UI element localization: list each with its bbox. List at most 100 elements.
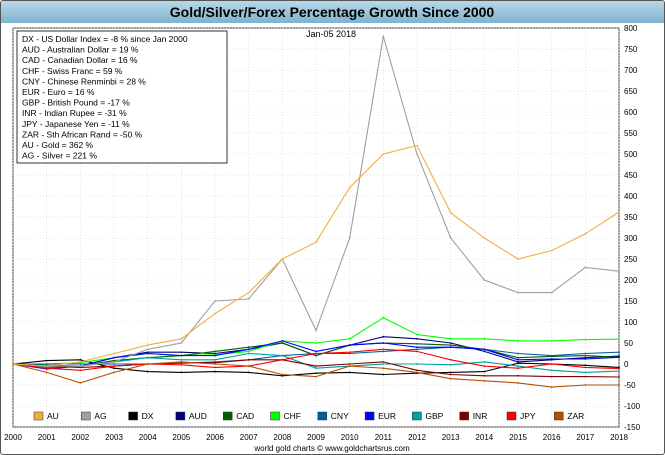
y-tick-label-12: 450 [624, 171, 638, 180]
point-gbp-2007 [247, 352, 250, 355]
point-cny-2002 [79, 363, 82, 365]
point-zar-2014 [483, 379, 486, 382]
point-chf-2007 [247, 350, 250, 353]
point-au-2005 [180, 337, 183, 340]
point-jpy-2017 [584, 366, 587, 369]
point-au-2006 [214, 312, 216, 315]
y-tick-label-1: -100 [624, 402, 641, 411]
legend-label-aud: AUD [189, 411, 207, 421]
point-cad-2007 [247, 346, 250, 349]
point-au-2013 [449, 211, 452, 214]
point-zar-2015 [517, 382, 519, 384]
point-gbp-2015 [517, 365, 519, 367]
info-box-frame [16, 30, 228, 164]
legend-swatch-aud [175, 411, 186, 421]
point-cny-2015 [517, 352, 519, 355]
point-aud-2011 [382, 335, 385, 338]
point-jpy-2015 [517, 367, 519, 370]
y-tick-label-11: 400 [624, 192, 638, 201]
info-line-1: AUD - Australian Dollar = 19 % [22, 45, 139, 55]
point-aud-2014 [483, 350, 486, 353]
point-jpy-2010 [348, 351, 351, 354]
point-cad-2009 [315, 354, 317, 357]
point-inr-2007 [247, 358, 250, 361]
x-tick-label-11: 2011 [375, 433, 393, 442]
info-box: DX - US Dollar Index = -8 % since Jan 20… [16, 30, 228, 164]
point-au-2002 [79, 361, 82, 363]
point-inr-2010 [348, 363, 351, 365]
footer-credit: world gold charts © www.goldchartsrus.co… [253, 444, 410, 453]
info-line-8: JPY - Japanese Yen = -11 % [22, 119, 130, 129]
point-ag-2010 [348, 237, 351, 239]
point-eur-2008 [281, 340, 284, 342]
legend-swatch-cny [317, 411, 328, 421]
legend-swatch-ag [81, 411, 91, 421]
point-chf-2010 [348, 337, 351, 340]
point-au-2001 [45, 365, 48, 367]
point-au-2018 [618, 211, 620, 213]
point-zar-2004 [146, 363, 149, 365]
legend-label-chf: CHF [284, 411, 301, 421]
point-cad-2015 [517, 356, 519, 359]
point-au-2012 [416, 144, 418, 147]
point-jpy-2003 [113, 365, 115, 367]
point-jpy-2016 [550, 363, 553, 365]
point-jpy-2002 [79, 369, 82, 372]
x-tick-label-13: 2013 [442, 433, 460, 442]
point-chf-2015 [517, 340, 519, 342]
point-jpy-2006 [214, 366, 216, 369]
point-chf-2018 [618, 338, 620, 341]
point-gbp-2009 [315, 367, 317, 370]
point-jpy-2018 [618, 367, 620, 370]
legend-label-dx: DX [142, 411, 154, 421]
y-tick-label-0: -150 [624, 423, 641, 432]
y-tick-labels: -150 -100 -50 0 50 100 150 200 250 300 350 400 450 50… [624, 24, 641, 432]
point-dx-2014 [483, 370, 486, 373]
point-ag-2017 [584, 266, 587, 269]
point-zar-2016 [550, 386, 553, 388]
point-inr-2011 [382, 361, 385, 363]
legend-label-cad: CAD [236, 411, 254, 421]
info-line-4: CNY - Chinese Renminbi = 28 % [22, 76, 146, 86]
point-ag-2014 [483, 279, 486, 281]
point-eur-2017 [584, 358, 587, 360]
point-ag-2003 [113, 361, 115, 363]
point-jpy-2014 [483, 365, 486, 367]
point-aud-2013 [449, 342, 452, 344]
point-dx-2008 [281, 374, 284, 377]
point-cad-2008 [281, 342, 284, 344]
point-eur-2018 [618, 356, 620, 359]
point-aud-2006 [214, 352, 216, 355]
point-zar-2017 [584, 384, 587, 386]
point-eur-2013 [449, 346, 452, 349]
point-aud-2015 [517, 361, 519, 363]
legend-label-ag: AG [94, 411, 106, 421]
point-eur-2005 [180, 354, 183, 357]
y-tick-label-2: -50 [624, 381, 636, 390]
legend-label-au: AU [47, 411, 59, 421]
point-ag-2006 [214, 300, 216, 302]
info-line-3: CHF - Swiss Franc = 59 % [22, 66, 123, 76]
point-gbp-2017 [584, 371, 587, 374]
point-aud-2018 [618, 355, 620, 357]
point-dx-2007 [247, 371, 250, 374]
x-tick-label-15: 2015 [509, 433, 527, 442]
point-zar-2018 [618, 384, 620, 386]
y-tick-label-13: 500 [624, 150, 638, 159]
legend-label-cny: CNY [331, 411, 349, 421]
point-jpy-2012 [416, 350, 418, 353]
point-inr-2009 [315, 365, 317, 367]
y-tick-label-17: 700 [624, 66, 638, 75]
point-cny-2012 [416, 348, 418, 351]
point-inr-2018 [618, 376, 620, 378]
point-au-2016 [550, 249, 553, 252]
legend-label-zar: ZAR [567, 411, 584, 421]
legend-swatch-jpy [506, 411, 517, 421]
legend-swatch-eur [364, 411, 375, 421]
point-ag-2007 [247, 298, 250, 300]
point-cny-2003 [113, 363, 115, 365]
y-tick-label-8: 250 [624, 255, 638, 264]
point-au-2004 [146, 344, 149, 346]
